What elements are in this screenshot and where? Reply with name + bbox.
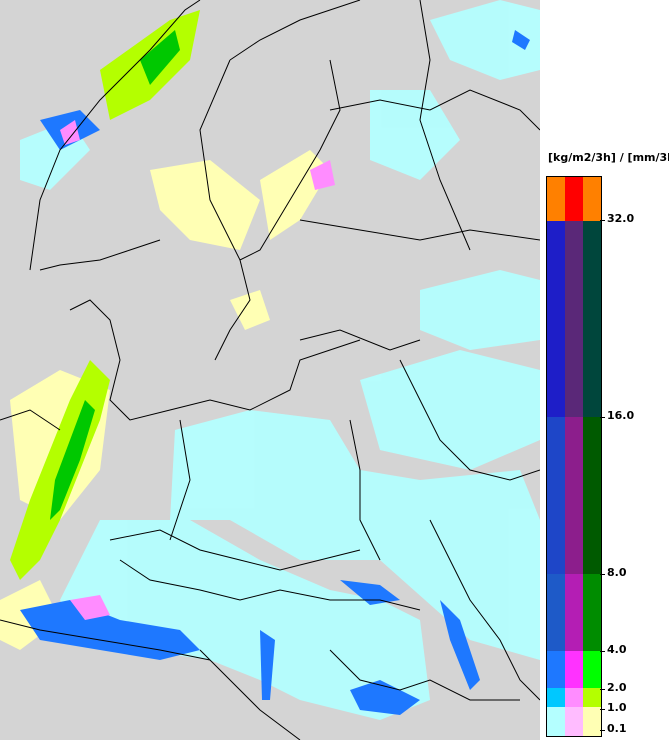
legend-cell <box>565 221 583 417</box>
legend-cell <box>583 417 601 574</box>
legend-tick-label: 16.0 <box>607 409 635 422</box>
legend-cell <box>583 651 601 688</box>
precip-dark-green <box>50 30 180 520</box>
legend-cell <box>547 574 565 651</box>
map-canvas <box>0 0 541 741</box>
precip-light-cyan <box>20 0 540 720</box>
legend-tick-label: 32.0 <box>607 212 635 225</box>
precipitation-map <box>0 0 541 741</box>
legend-cell <box>565 417 583 574</box>
legend-cell <box>583 574 601 651</box>
legend-cell <box>547 177 565 221</box>
precipitation-legend: [kg/m2/3h] / [mm/3h] 32.0 16.0 8.0 4.0 2.0 1.… <box>540 0 669 740</box>
precip-magenta <box>60 120 335 620</box>
legend-tick-mark <box>600 417 605 418</box>
legend-cell <box>583 707 601 736</box>
legend-tick-mark <box>600 651 605 652</box>
legend-cell <box>547 651 565 688</box>
legend-cell <box>583 688 601 707</box>
legend-unit-label: [kg/m2/3h] / [mm/3h] <box>548 151 669 164</box>
legend-tick-mark <box>600 689 605 690</box>
legend-cell <box>547 221 565 417</box>
legend-cell <box>565 177 583 221</box>
legend-cell <box>547 707 565 736</box>
legend-cell <box>565 688 583 707</box>
legend-tick-mark <box>600 220 605 221</box>
legend-tick-label: 2.0 <box>607 681 627 694</box>
coastlines <box>0 0 541 741</box>
legend-cell <box>565 651 583 688</box>
legend-tick-mark <box>600 709 605 710</box>
legend-tick-label: 1.0 <box>607 701 627 714</box>
legend-cell <box>583 177 601 221</box>
legend-cell <box>565 707 583 736</box>
legend-color-bar <box>546 176 602 737</box>
legend-cell <box>583 221 601 417</box>
legend-tick-label: 0.1 <box>607 722 627 735</box>
legend-tick-label: 8.0 <box>607 566 627 579</box>
legend-cell <box>565 574 583 651</box>
legend-tick-mark <box>600 730 605 731</box>
legend-cell <box>547 688 565 707</box>
legend-tick-label: 4.0 <box>607 643 627 656</box>
legend-cell <box>547 417 565 574</box>
legend-tick-mark <box>600 574 605 575</box>
